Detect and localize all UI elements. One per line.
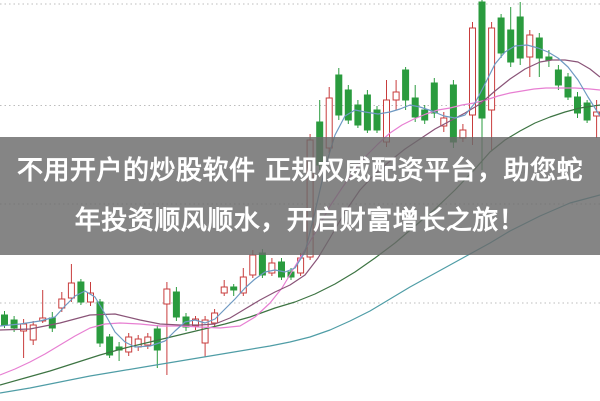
promo-text-line1: 不用开户的炒股软件 正规权威配资平台，助您蛇 — [16, 156, 584, 186]
promo-banner: 不用开户的炒股软件 正规权威配资平台，助您蛇 年投资顺风顺水，开启财富增长之旅！ — [0, 137, 600, 255]
promo-text-line2: 年投资顺风顺水，开启财富增长之旅！ — [74, 206, 526, 236]
